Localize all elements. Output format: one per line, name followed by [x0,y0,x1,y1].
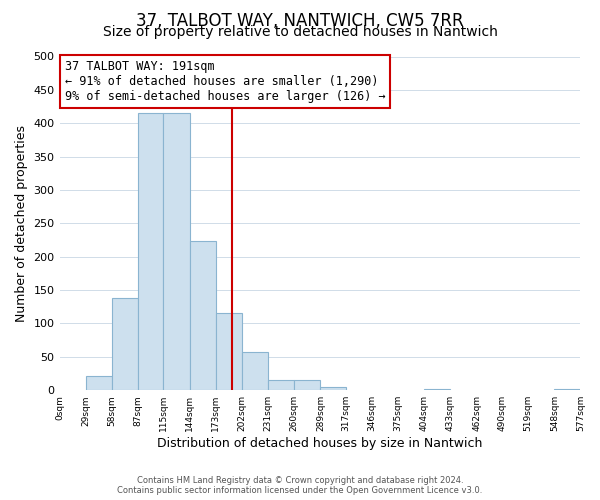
Bar [294,380,320,390]
Text: 37 TALBOT WAY: 191sqm
← 91% of detached houses are smaller (1,290)
9% of semi-de: 37 TALBOT WAY: 191sqm ← 91% of detached … [65,60,385,103]
Y-axis label: Number of detached properties: Number of detached properties [15,125,28,322]
Bar [190,240,216,390]
Bar [112,298,138,390]
Text: Contains HM Land Registry data © Crown copyright and database right 2024.
Contai: Contains HM Land Registry data © Crown c… [118,476,482,495]
Bar [320,387,346,390]
Text: 37, TALBOT WAY, NANTWICH, CW5 7RR: 37, TALBOT WAY, NANTWICH, CW5 7RR [136,12,464,30]
Bar [424,389,451,390]
Bar [163,113,190,390]
Bar [216,314,242,390]
Bar [138,113,163,390]
Text: Size of property relative to detached houses in Nantwich: Size of property relative to detached ho… [103,25,497,39]
Bar [554,389,580,390]
Bar [242,352,268,390]
Bar [268,380,294,390]
X-axis label: Distribution of detached houses by size in Nantwich: Distribution of detached houses by size … [157,437,483,450]
Bar [86,376,112,390]
